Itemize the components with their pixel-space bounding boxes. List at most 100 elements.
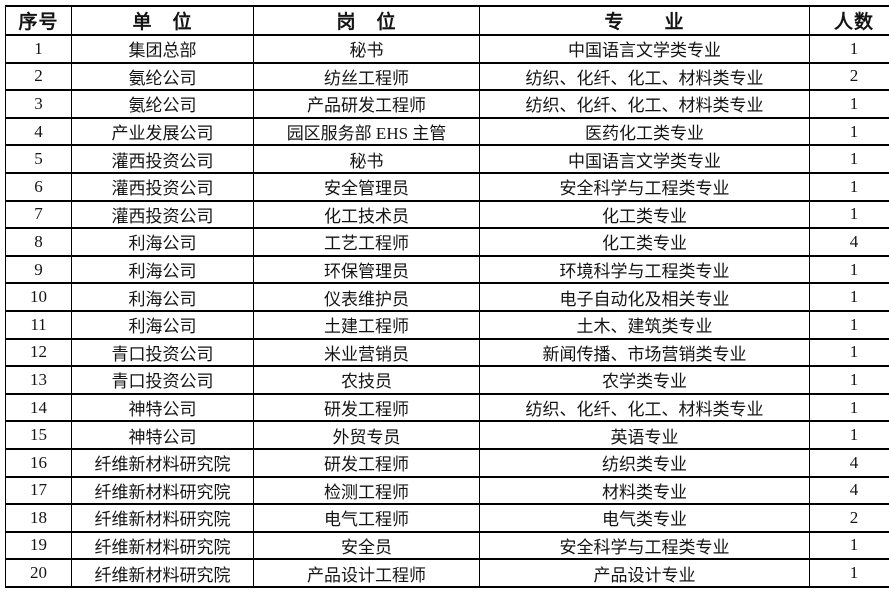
cell-index: 7 xyxy=(5,199,72,230)
cell-unit: 灌西投资公司 xyxy=(71,171,254,202)
cell-major: 化工类专业 xyxy=(479,199,810,230)
cell-count: 4 xyxy=(809,475,889,506)
cell-unit: 纤维新材料研究院 xyxy=(71,475,254,506)
cell-unit: 氨纶公司 xyxy=(71,61,254,92)
table-row: 3 氨纶公司 产品研发工程师 纺织、化纤、化工、材料类专业 1 xyxy=(5,89,889,119)
cell-count: 1 xyxy=(809,144,889,174)
cell-position: 安全管理员 xyxy=(253,171,480,202)
cell-major: 农学类专业 xyxy=(479,365,810,395)
cell-index: 4 xyxy=(5,116,72,147)
cell-major: 纺织、化纤、化工、材料类专业 xyxy=(479,392,810,423)
cell-unit: 集团总部 xyxy=(71,34,254,64)
cell-unit: 青口投资公司 xyxy=(71,337,254,368)
cell-index: 19 xyxy=(5,530,72,561)
cell-index: 14 xyxy=(5,392,72,423)
cell-index: 3 xyxy=(5,89,72,119)
cell-unit: 神特公司 xyxy=(71,420,254,450)
cell-index: 12 xyxy=(5,337,72,368)
cell-major: 安全科学与工程类专业 xyxy=(479,530,810,561)
table-row: 11 利海公司 土建工程师 土木、建筑类专业 1 xyxy=(5,309,889,340)
recruitment-table-container: 序号 单 位 岗 位 专 业 人数 1 集团总部 秘书 中国语言文学类专业 1 2 氨纶公司… xyxy=(5,5,889,588)
cell-index: 2 xyxy=(5,61,72,92)
table-body: 1 集团总部 秘书 中国语言文学类专业 1 2 氨纶公司 纺丝工程师 纺织、化纤、化工、材料类专… xyxy=(5,34,889,588)
cell-unit: 氨纶公司 xyxy=(71,89,254,119)
cell-count: 4 xyxy=(809,227,889,257)
table-row: 6 灌西投资公司 安全管理员 安全科学与工程类专业 1 xyxy=(5,171,889,202)
cell-count: 1 xyxy=(809,116,889,147)
cell-major: 中国语言文学类专业 xyxy=(479,34,810,64)
cell-major: 中国语言文学类专业 xyxy=(479,144,810,174)
cell-unit: 利海公司 xyxy=(71,254,254,285)
cell-major: 环境科学与工程类专业 xyxy=(479,254,810,285)
cell-position: 纺丝工程师 xyxy=(253,61,480,92)
cell-major: 电气类专业 xyxy=(479,503,810,533)
cell-major: 纺织类专业 xyxy=(479,447,810,478)
table-row: 17 纤维新材料研究院 检测工程师 材料类专业 4 xyxy=(5,475,889,506)
cell-unit: 产业发展公司 xyxy=(71,116,254,147)
cell-unit: 利海公司 xyxy=(71,282,254,312)
header-unit: 单 位 xyxy=(71,5,254,36)
cell-count: 1 xyxy=(809,171,889,202)
cell-index: 18 xyxy=(5,503,72,533)
cell-position: 园区服务部 EHS 主管 xyxy=(253,116,480,147)
cell-position: 秘书 xyxy=(253,144,480,174)
header-count: 人数 xyxy=(809,5,889,36)
cell-position: 电气工程师 xyxy=(253,503,480,533)
cell-count: 1 xyxy=(809,199,889,230)
table-row: 20 纤维新材料研究院 产品设计工程师 产品设计专业 1 xyxy=(5,558,889,588)
cell-index: 11 xyxy=(5,309,72,340)
table-row: 16 纤维新材料研究院 研发工程师 纺织类专业 4 xyxy=(5,447,889,478)
cell-index: 17 xyxy=(5,475,72,506)
cell-unit: 利海公司 xyxy=(71,309,254,340)
table-row: 2 氨纶公司 纺丝工程师 纺织、化纤、化工、材料类专业 2 xyxy=(5,61,889,92)
table-row: 19 纤维新材料研究院 安全员 安全科学与工程类专业 1 xyxy=(5,530,889,561)
cell-position: 化工技术员 xyxy=(253,199,480,230)
table-row: 15 神特公司 外贸专员 英语专业 1 xyxy=(5,420,889,450)
cell-unit: 纤维新材料研究院 xyxy=(71,447,254,478)
cell-count: 1 xyxy=(809,337,889,368)
header-position: 岗 位 xyxy=(253,5,480,36)
cell-unit: 灌西投资公司 xyxy=(71,199,254,230)
header-index: 序号 xyxy=(5,5,72,36)
cell-unit: 纤维新材料研究院 xyxy=(71,503,254,533)
cell-count: 1 xyxy=(809,530,889,561)
cell-unit: 灌西投资公司 xyxy=(71,144,254,174)
table-row: 9 利海公司 环保管理员 环境科学与工程类专业 1 xyxy=(5,254,889,285)
cell-major: 新闻传播、市场营销类专业 xyxy=(479,337,810,368)
table-row: 8 利海公司 工艺工程师 化工类专业 4 xyxy=(5,227,889,257)
cell-major: 纺织、化纤、化工、材料类专业 xyxy=(479,61,810,92)
cell-major: 材料类专业 xyxy=(479,475,810,506)
cell-unit: 青口投资公司 xyxy=(71,365,254,395)
cell-position: 米业营销员 xyxy=(253,337,480,368)
cell-index: 6 xyxy=(5,171,72,202)
table-row: 10 利海公司 仪表维护员 电子自动化及相关专业 1 xyxy=(5,282,889,312)
header-row: 序号 单 位 岗 位 专 业 人数 xyxy=(5,5,889,36)
cell-unit: 神特公司 xyxy=(71,392,254,423)
cell-index: 9 xyxy=(5,254,72,285)
table-row: 1 集团总部 秘书 中国语言文学类专业 1 xyxy=(5,34,889,64)
cell-index: 10 xyxy=(5,282,72,312)
cell-count: 1 xyxy=(809,309,889,340)
cell-count: 1 xyxy=(809,558,889,588)
cell-count: 4 xyxy=(809,447,889,478)
table-header: 序号 单 位 岗 位 专 业 人数 xyxy=(5,5,889,36)
cell-position: 研发工程师 xyxy=(253,447,480,478)
cell-count: 2 xyxy=(809,61,889,92)
cell-unit: 利海公司 xyxy=(71,227,254,257)
cell-major: 英语专业 xyxy=(479,420,810,450)
cell-unit: 纤维新材料研究院 xyxy=(71,530,254,561)
cell-index: 15 xyxy=(5,420,72,450)
table-row: 13 青口投资公司 农技员 农学类专业 1 xyxy=(5,365,889,395)
cell-index: 8 xyxy=(5,227,72,257)
cell-index: 16 xyxy=(5,447,72,478)
cell-position: 土建工程师 xyxy=(253,309,480,340)
cell-position: 研发工程师 xyxy=(253,392,480,423)
header-major: 专 业 xyxy=(479,5,810,36)
cell-position: 产品研发工程师 xyxy=(253,89,480,119)
cell-position: 秘书 xyxy=(253,34,480,64)
table-row: 18 纤维新材料研究院 电气工程师 电气类专业 2 xyxy=(5,503,889,533)
cell-count: 1 xyxy=(809,89,889,119)
cell-count: 1 xyxy=(809,420,889,450)
cell-major: 医药化工类专业 xyxy=(479,116,810,147)
table-row: 14 神特公司 研发工程师 纺织、化纤、化工、材料类专业 1 xyxy=(5,392,889,423)
